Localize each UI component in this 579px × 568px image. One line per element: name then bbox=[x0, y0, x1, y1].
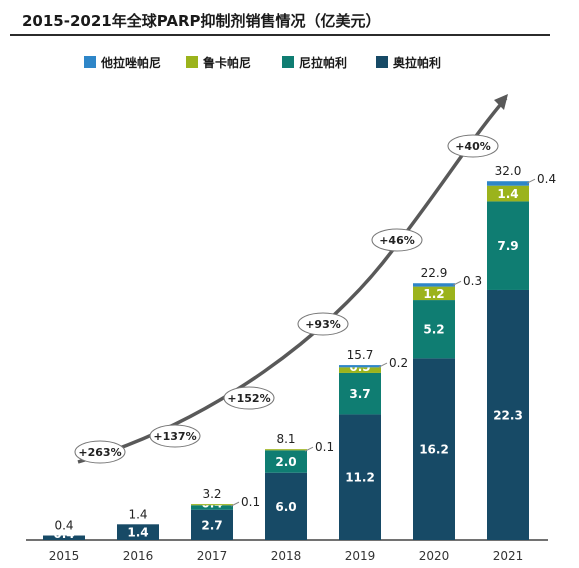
bar-total-label: 15.7 bbox=[347, 348, 374, 362]
bar-segment bbox=[487, 185, 529, 202]
side-value-label: 0.1 bbox=[241, 495, 260, 509]
legend: 他拉唑帕尼 鲁卡帕尼 尼拉帕利 奥拉帕利 bbox=[0, 52, 579, 72]
legend-item-niraparib: 尼拉帕利 bbox=[282, 52, 347, 72]
growth-pill bbox=[297, 312, 349, 336]
growth-arrow-head bbox=[494, 94, 508, 110]
bar-total-label: 0.4 bbox=[54, 519, 73, 533]
bar-segment bbox=[413, 300, 455, 359]
segment-value-label: 7.9 bbox=[497, 239, 518, 253]
growth-pill bbox=[223, 386, 275, 410]
bar-segment bbox=[265, 449, 307, 451]
bar-segment bbox=[191, 505, 233, 510]
bar-total-label: 22.9 bbox=[421, 266, 448, 280]
x-tick-label: 2016 bbox=[123, 549, 154, 563]
leader-line bbox=[526, 178, 536, 184]
leader-line bbox=[230, 501, 240, 507]
bar-total-label: 1.4 bbox=[128, 507, 147, 521]
growth-label: +137% bbox=[153, 430, 196, 443]
segment-value-label: 6.0 bbox=[275, 500, 296, 514]
side-value-label: 0.1 bbox=[315, 440, 334, 454]
bar-segment bbox=[191, 504, 233, 506]
side-value-label: 0.3 bbox=[463, 274, 482, 288]
leader-line bbox=[378, 362, 388, 368]
bar-segment bbox=[265, 472, 307, 540]
legend-swatch bbox=[186, 56, 198, 68]
growth-pill bbox=[149, 424, 201, 448]
growth-label: +93% bbox=[305, 318, 341, 331]
segment-value-label: 1.4 bbox=[497, 187, 518, 201]
bar-segment bbox=[487, 201, 529, 290]
legend-label: 他拉唑帕尼 bbox=[101, 55, 162, 70]
legend-label: 鲁卡帕尼 bbox=[203, 55, 252, 70]
growth-pill bbox=[447, 134, 499, 158]
x-tick-label: 2019 bbox=[345, 549, 376, 563]
legend-label: 尼拉帕利 bbox=[299, 55, 348, 70]
bar-total-label: 3.2 bbox=[202, 487, 221, 501]
bar-segment bbox=[413, 283, 455, 287]
legend-swatch bbox=[84, 56, 96, 68]
x-tick-label: 2020 bbox=[419, 549, 450, 563]
bar-segment bbox=[117, 524, 159, 540]
segment-value-label: 0.4 bbox=[201, 497, 222, 511]
bar-segment bbox=[339, 367, 381, 373]
segment-value-label: 5.2 bbox=[423, 323, 444, 337]
growth-label: +263% bbox=[78, 446, 121, 459]
legend-label: 奥拉帕利 bbox=[393, 55, 442, 70]
growth-pill bbox=[74, 440, 126, 464]
bar-segment bbox=[487, 181, 529, 186]
bar-segment bbox=[43, 535, 85, 540]
x-tick-label: 2015 bbox=[49, 549, 80, 563]
bar-segment bbox=[191, 509, 233, 540]
leader-line bbox=[304, 446, 314, 452]
bar-segment bbox=[339, 372, 381, 415]
x-tick-label: 2017 bbox=[197, 549, 228, 563]
segment-value-label: 11.2 bbox=[345, 471, 375, 485]
chart-title: 2015-2021年全球PARP抑制剂销售情况（亿美元） bbox=[22, 12, 381, 30]
growth-label: +40% bbox=[455, 140, 491, 153]
side-value-label: 0.4 bbox=[537, 172, 556, 186]
legend-swatch bbox=[282, 56, 294, 68]
legend-item-rucaparib: 鲁卡帕尼 bbox=[186, 52, 251, 72]
segment-value-label: 0.4 bbox=[53, 527, 74, 541]
bar-segment bbox=[339, 414, 381, 540]
bar-segment bbox=[487, 289, 529, 540]
legend-item-olaparib: 奥拉帕利 bbox=[376, 52, 441, 72]
segment-value-label: 3.7 bbox=[349, 387, 370, 401]
segment-value-label: 2.7 bbox=[201, 518, 222, 532]
segment-value-label: 16.2 bbox=[419, 443, 449, 457]
bar-total-label: 8.1 bbox=[276, 432, 295, 446]
x-tick-label: 2018 bbox=[271, 549, 302, 563]
legend-item-talazoparib: 他拉唑帕尼 bbox=[84, 52, 161, 72]
segment-value-label: 1.2 bbox=[423, 287, 444, 301]
growth-label: +152% bbox=[227, 392, 270, 405]
segment-value-label: 1.4 bbox=[127, 526, 148, 540]
growth-pill bbox=[371, 228, 423, 252]
leader-line bbox=[452, 280, 462, 286]
side-value-label: 0.2 bbox=[389, 356, 408, 370]
growth-label: +46% bbox=[379, 234, 415, 247]
segment-value-label: 22.3 bbox=[493, 408, 523, 422]
segment-value-label: 2.0 bbox=[275, 455, 296, 469]
legend-swatch bbox=[376, 56, 388, 68]
title-bar: 2015-2021年全球PARP抑制剂销售情况（亿美元） bbox=[10, 8, 550, 36]
bar-segment bbox=[339, 365, 381, 368]
bar-segment bbox=[413, 358, 455, 540]
x-tick-label: 2021 bbox=[493, 549, 524, 563]
bar-segment bbox=[413, 286, 455, 301]
bar-segment bbox=[265, 450, 307, 473]
bar-total-label: 32.0 bbox=[495, 164, 522, 178]
